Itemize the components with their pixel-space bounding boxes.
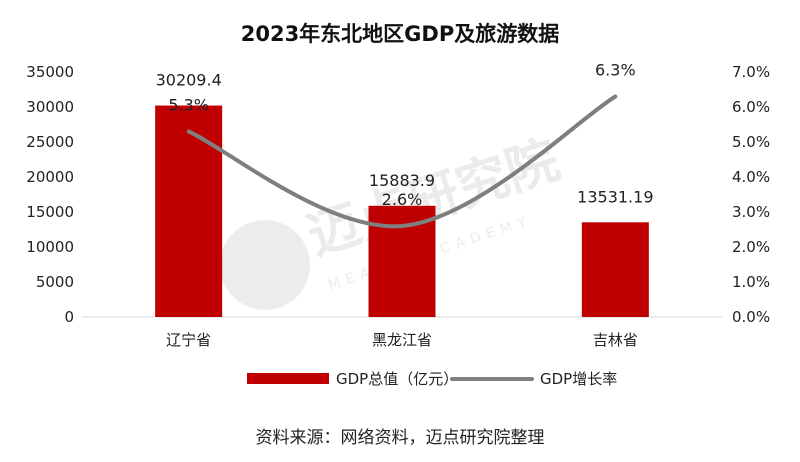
y-right-tick-label: 3.0%	[732, 203, 770, 221]
source-note: 资料来源：网络资料，迈点研究院整理	[256, 428, 545, 448]
data-labels: 30209.4 15883.9 13531.19 5.3% 2.6% 6.3%	[156, 61, 654, 210]
legend-bar-label: GDP总值（亿元）	[336, 370, 458, 388]
x-category-label: 黑龙江省	[372, 331, 432, 349]
bar-value-label: 30209.4	[156, 71, 222, 90]
y-right-tick-label: 7.0%	[732, 63, 770, 81]
bar-value-label: 15883.9	[369, 171, 435, 190]
y-left-tick-label: 25000	[26, 133, 74, 151]
y-left-tick-label: 0	[64, 308, 74, 326]
legend-line-label: GDP增长率	[540, 370, 617, 388]
bar-value-label: 13531.19	[577, 187, 653, 206]
y-right-tick-label: 0.0%	[732, 308, 770, 326]
y-left-tick-label: 20000	[26, 168, 74, 186]
chart-title: 2023年东北地区GDP及旅游数据	[241, 22, 560, 46]
y-right-tick-label: 6.0%	[732, 98, 770, 116]
y-right-tick-label: 4.0%	[732, 168, 770, 186]
line-value-label: 6.3%	[595, 61, 636, 80]
y-left-tick-label: 5000	[36, 273, 74, 291]
y-right-tick-label: 1.0%	[732, 273, 770, 291]
y-left-tick-label: 35000	[26, 63, 74, 81]
line-value-label: 2.6%	[382, 190, 423, 209]
y-left-tick-label: 30000	[26, 98, 74, 116]
y-left-tick-label: 15000	[26, 203, 74, 221]
legend-bar-swatch	[247, 373, 329, 384]
y-axis-left: 0 5000 10000 15000 20000 25000 30000 35000	[26, 63, 74, 326]
line-value-label: 5.3%	[168, 96, 209, 115]
x-category-label: 吉林省	[593, 331, 638, 349]
bar	[581, 222, 649, 317]
y-right-tick-label: 5.0%	[732, 133, 770, 151]
x-axis-categories: 辽宁省 黑龙江省 吉林省	[166, 331, 638, 349]
line-series	[186, 94, 618, 229]
x-category-label: 辽宁省	[166, 331, 211, 349]
watermark-logo-icon	[220, 220, 310, 310]
y-right-tick-label: 2.0%	[732, 238, 770, 256]
bar	[155, 105, 223, 317]
growth-line	[186, 94, 618, 229]
y-left-tick-label: 10000	[26, 238, 74, 256]
legend: GDP总值（亿元） GDP增长率	[247, 370, 617, 388]
y-axis-right: 0.0% 1.0% 2.0% 3.0% 4.0% 5.0% 6.0% 7.0%	[732, 63, 770, 326]
